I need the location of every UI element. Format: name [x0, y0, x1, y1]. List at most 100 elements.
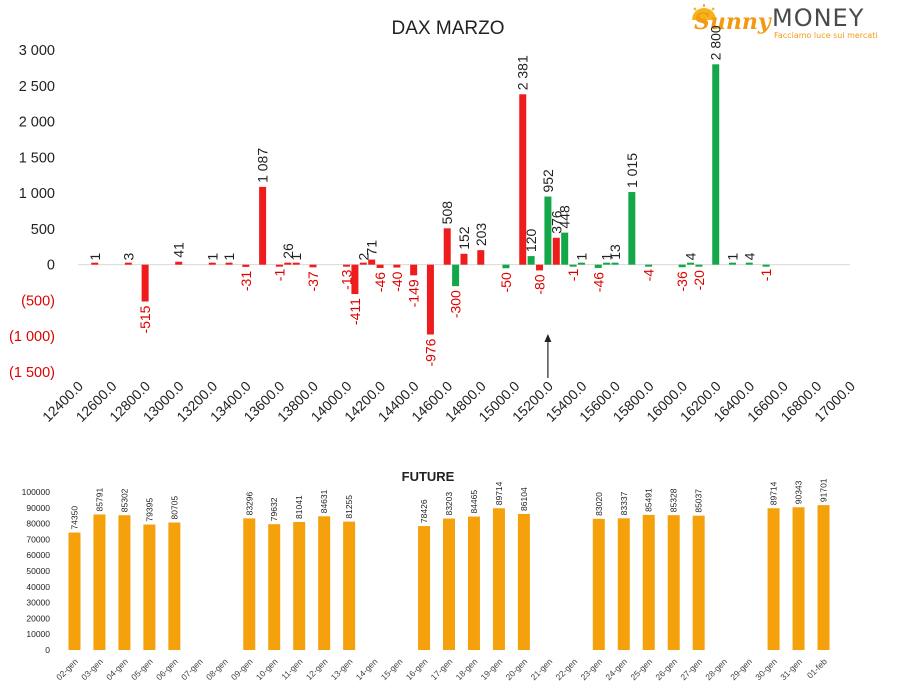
future-x-tick-label: 03-gen [79, 656, 105, 682]
bar-12700 [124, 262, 132, 265]
sunny-money-logo: Sunny MONEY Facciamo luce sui mercati [692, 4, 878, 40]
data-label: -20 [691, 270, 707, 290]
future-bars [68, 505, 830, 650]
future-x-tick-label: 27-gen [678, 656, 704, 682]
data-label: 1 087 [255, 148, 271, 183]
future-bar-18-gen [467, 516, 480, 650]
future-data-label: 83203 [444, 492, 454, 516]
bar-14400 [410, 264, 418, 276]
data-label: -1 [271, 269, 287, 282]
data-label: -80 [532, 274, 548, 294]
data-label: -37 [305, 271, 321, 291]
future-x-tick-label: 02-gen [54, 656, 80, 682]
future-data-label: 89714 [769, 481, 779, 505]
future-data-label: 91701 [819, 478, 829, 502]
bar-14300 [393, 264, 401, 268]
future-bar-30-gen [767, 508, 780, 650]
future-data-label: 79395 [144, 498, 154, 522]
future-x-tick-label: 26-gen [653, 656, 679, 682]
future-bar-25-gen [642, 514, 655, 650]
data-label: -4 [641, 269, 657, 282]
future-y-tick-label: 30000 [26, 598, 50, 608]
dax-marzo-chart: DAX MARZO 3 000 2 500 2 000 1 500 1 000 500 0 (… [9, 18, 858, 425]
future-data-label: 85328 [669, 488, 679, 512]
future-x-tick-label: 09-gen [229, 656, 255, 682]
future-bar-27-gen [692, 515, 705, 650]
bar-15050 [519, 94, 527, 265]
future-data-label: 85302 [119, 488, 129, 512]
future-bar-12-gen [318, 516, 331, 650]
marker-arrow-head [544, 334, 552, 342]
future-y-tick-label: 20000 [26, 613, 50, 623]
logo-name-part2: MONEY [772, 4, 864, 32]
bar-15250 [552, 237, 560, 265]
data-label: 203 [473, 223, 489, 247]
future-bar-24-gen [617, 518, 630, 650]
future-y-tick-label: 50000 [26, 566, 50, 576]
future-data-label: 89714 [494, 481, 504, 505]
bar-14800 [477, 250, 485, 265]
future-data-label: 85791 [94, 488, 104, 512]
future-x-tick-label: 06-gen [154, 656, 180, 682]
future-y-axis: 1000009000080000700006000050000400003000… [22, 487, 51, 655]
bars [91, 64, 770, 335]
future-bar-16-gen [418, 526, 431, 650]
y-tick-label: 500 [31, 222, 55, 238]
bar-15800 [645, 264, 653, 267]
bar-15550 [603, 262, 611, 265]
bar-16300 [729, 262, 737, 265]
future-data-label: 79632 [269, 497, 279, 521]
future-y-tick-label: 40000 [26, 582, 50, 592]
bar-13300 [225, 262, 233, 265]
future-chart-title: FUTURE [402, 469, 455, 484]
future-x-tick-label: 21-gen [528, 656, 554, 682]
data-label: 1 [573, 253, 589, 261]
future-x-tick-label: 12-gen [304, 656, 330, 682]
data-label: 4 [741, 252, 757, 260]
data-label: 1 015 [624, 153, 640, 188]
future-x-tick-label: 14-gen [354, 656, 380, 682]
future-y-tick-label: 80000 [26, 519, 50, 529]
future-bar-05-gen [143, 524, 156, 650]
y-tick-label: 3 000 [19, 43, 55, 59]
future-x-tick-label: 16-gen [404, 656, 430, 682]
bar-16200 [712, 64, 720, 265]
bar-14950 [502, 264, 510, 269]
bar-16100 [695, 264, 703, 267]
bar-16050 [687, 262, 695, 265]
future-x-tick-label: 01-feb [805, 656, 829, 680]
future-x-tick-label: 13-gen [329, 656, 355, 682]
data-label: -50 [498, 272, 514, 292]
data-label: 376 [548, 210, 564, 234]
future-bar-20-gen [517, 513, 530, 650]
bar-14700 [460, 253, 468, 265]
bar-15700 [628, 192, 636, 265]
future-x-tick-label: 20-gen [504, 656, 530, 682]
bar-13800 [309, 264, 317, 268]
sun-icon [692, 4, 716, 20]
chart-title: DAX MARZO [392, 18, 505, 39]
data-label: -1 [565, 269, 581, 282]
data-label: -515 [137, 305, 153, 333]
future-chart: FUTURE 100000900008000070000600005000040… [22, 469, 830, 682]
bar-14650 [452, 264, 460, 287]
future-x-tick-label: 25-gen [628, 656, 654, 682]
data-label: 2 [355, 253, 371, 261]
future-x-tick-label: 29-gen [728, 656, 754, 682]
future-bar-26-gen [667, 515, 680, 650]
bar-13400 [242, 264, 250, 267]
x-axis: 12400.012600.012800.013000.013200.013400… [39, 378, 858, 425]
future-bar-31-gen [792, 507, 805, 650]
bar-15600 [611, 262, 619, 265]
future-bar-13-gen [343, 521, 356, 650]
future-x-tick-label: 18-gen [454, 656, 480, 682]
data-label: -1 [758, 269, 774, 282]
data-label: 26 [280, 243, 296, 259]
bar-13600 [275, 264, 283, 267]
future-data-label: 83020 [594, 492, 604, 516]
future-data-label: 80705 [169, 496, 179, 520]
bar-14200 [376, 264, 384, 268]
future-y-tick-label: 70000 [26, 534, 50, 544]
future-data-label: 84631 [319, 489, 329, 513]
data-label: -46 [372, 272, 388, 292]
